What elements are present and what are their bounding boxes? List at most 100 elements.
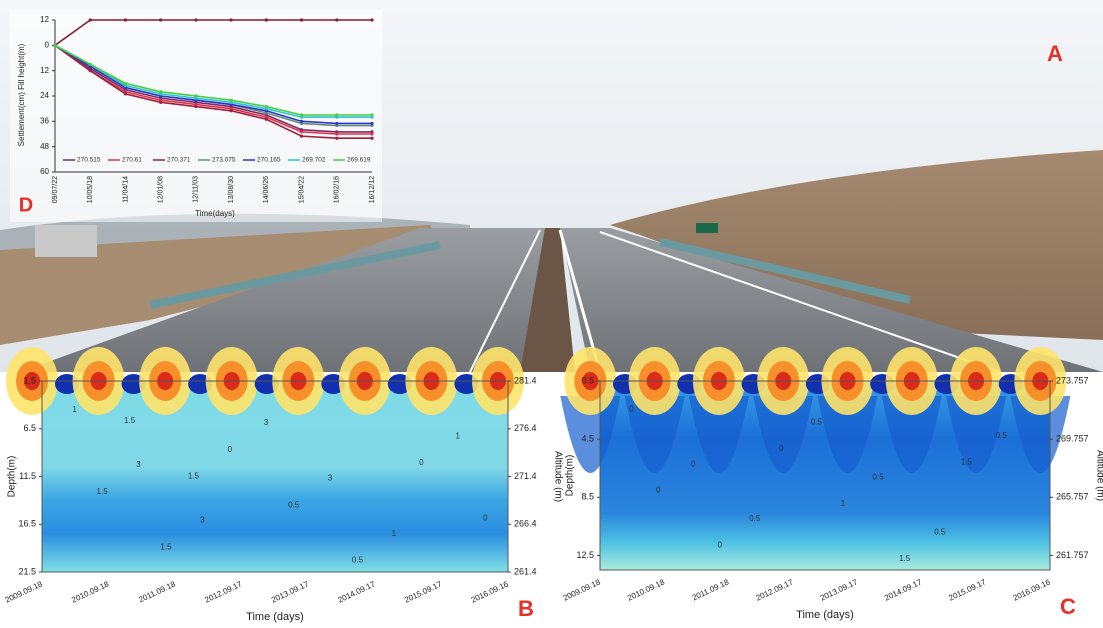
data-point (335, 137, 338, 140)
y2-tick-label: 271.4 (514, 471, 537, 481)
contour-label: 0 (629, 404, 634, 413)
chart-c: 0.54.58.512.5273.757269.757265.757261.75… (560, 347, 1103, 621)
x-axis-label: Time (days) (796, 609, 854, 621)
contour-label: 1 (72, 405, 77, 414)
x-tick-label: 2012.09.17 (203, 579, 244, 604)
legend-label: 270.515 (77, 157, 101, 164)
data-point (370, 122, 373, 125)
legend-label: 270.165 (257, 157, 281, 164)
legend-label: 270.61 (122, 157, 142, 164)
contour-label: 0 (656, 486, 661, 495)
x-tick-label: 12/01/08 (158, 176, 165, 203)
y2-axis-label: Altitude (m) (552, 451, 563, 502)
x-axis-label: Time(days) (195, 209, 235, 218)
contour-label: 1 (455, 431, 460, 440)
data-point (89, 63, 92, 66)
data-point (335, 122, 338, 125)
figure: A 120122436486009/07/2210/05/1811/04/141… (0, 0, 1103, 628)
contour-label: 3 (200, 516, 205, 525)
contour-label: 3 (328, 474, 333, 483)
y2-tick-label: 266.4 (514, 519, 537, 529)
x-tick-label: 2013.09.17 (270, 579, 311, 604)
contour-label: 1.5 (97, 487, 109, 496)
contour-label: 1.5 (160, 542, 172, 551)
y2-tick-label: 281.4 (514, 375, 537, 385)
y-axis-label: Depth(m) (565, 455, 576, 497)
x-tick-label: 2015.09.17 (403, 579, 444, 604)
data-point (159, 18, 162, 21)
data-point (335, 132, 338, 135)
contour-label: 0 (717, 541, 722, 550)
x-tick-label: 2014.09.17 (883, 577, 924, 602)
contour-label: 0.5 (873, 472, 885, 481)
contour-label: 3 (136, 460, 141, 469)
x-tick-label: 16/12/12 (369, 176, 376, 203)
contour-label: 0 (228, 445, 233, 454)
y-tick-label: 11.5 (19, 471, 36, 481)
x-tick-label: 16/02/16 (334, 176, 341, 203)
y-tick-label: 24 (40, 91, 49, 100)
data-point (300, 135, 303, 138)
contour-label: 1.5 (188, 472, 200, 481)
x-tick-label: 2012.09.17 (754, 577, 795, 602)
y-tick-label: 12.5 (576, 550, 594, 560)
data-point (230, 109, 233, 112)
data-point (265, 118, 268, 121)
x-tick-label: 2011.09.18 (691, 577, 731, 602)
contour-label: 0.5 (288, 500, 300, 509)
data-point (230, 99, 233, 102)
panel-label: C (1060, 594, 1076, 619)
y2-tick-label: 273.757 (1056, 375, 1089, 385)
x-axis-label: Time (days) (246, 611, 304, 623)
contour-label: 0 (483, 514, 488, 523)
data-point (300, 120, 303, 123)
y-axis-label: Settlement(cm) Fill height(m) (17, 43, 26, 146)
chart-b: 1.56.511.516.521.5281.4276.4271.4266.426… (4, 347, 564, 623)
x-tick-label: 15/04/22 (298, 176, 305, 203)
contour-label: 0.5 (934, 527, 946, 536)
contour-label: 0 (419, 458, 424, 467)
legend-label: 269.619 (347, 157, 371, 164)
contour-label: 1 (841, 499, 846, 508)
y-tick-label: 0 (45, 40, 50, 49)
data-point (230, 18, 233, 21)
contour-label: 1.5 (961, 457, 973, 466)
legend-label: 273.075 (212, 157, 236, 164)
y-tick-label: 60 (40, 167, 49, 176)
y2-tick-label: 261.4 (514, 566, 537, 576)
data-point (300, 113, 303, 116)
legend-label: 269.702 (302, 157, 326, 164)
data-point (300, 130, 303, 133)
data-point (159, 90, 162, 93)
contour-label: 3 (264, 418, 269, 427)
figure-canvas: A 120122436486009/07/2210/05/1811/04/141… (0, 0, 1103, 628)
data-point (159, 101, 162, 104)
y2-tick-label: 276.4 (514, 423, 537, 433)
y2-tick-label: 265.757 (1056, 492, 1089, 502)
x-tick-label: 2009.09.18 (562, 577, 603, 602)
x-tick-label: 2016.09.16 (1012, 577, 1053, 602)
x-tick-label: 12/11/03 (193, 176, 200, 203)
data-point (370, 18, 373, 21)
data-point (265, 18, 268, 21)
y-tick-label: 12 (40, 66, 49, 75)
contour-label: 0.5 (811, 418, 823, 427)
panel-label: D (19, 194, 33, 216)
legend-label: 270.371 (167, 157, 191, 164)
y-axis-label: Depth(m) (7, 456, 18, 498)
data-point (194, 105, 197, 108)
data-point (89, 18, 92, 21)
data-point (89, 69, 92, 72)
panel-label: A (1047, 41, 1063, 66)
data-point (124, 82, 127, 85)
y-tick-label: 16.5 (18, 519, 36, 529)
x-tick-label: 13/08/30 (228, 176, 235, 203)
data-point (300, 18, 303, 21)
panel-label: B (518, 596, 534, 621)
data-point (53, 44, 56, 47)
data-point (370, 132, 373, 135)
y2-axis-label: Altitude (m) (1094, 450, 1103, 501)
contour-label: 0 (779, 444, 784, 453)
x-tick-label: 2010.09.18 (70, 579, 111, 604)
y2-tick-label: 269.757 (1056, 434, 1089, 444)
